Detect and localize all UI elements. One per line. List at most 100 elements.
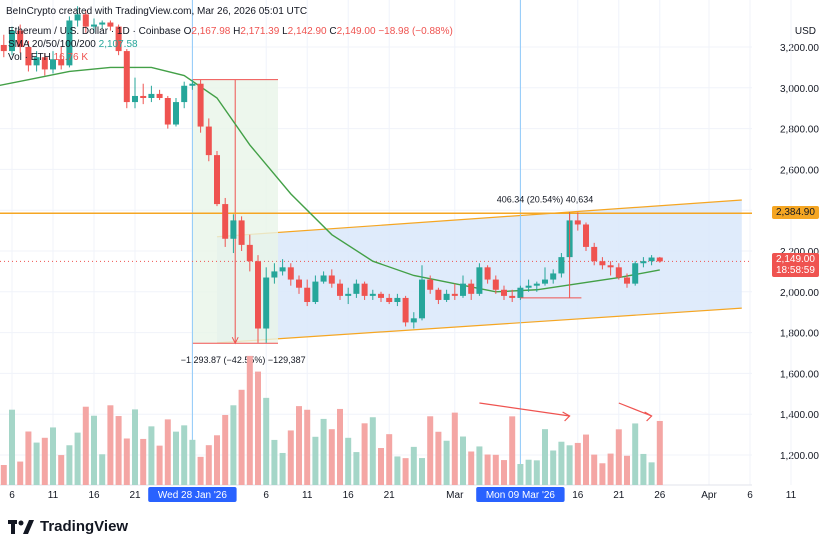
- x-tick-label: Mar: [446, 490, 464, 501]
- candle-body: [542, 279, 548, 284]
- volume-bar: [648, 462, 655, 485]
- volume-bar: [435, 431, 442, 485]
- candle-body: [222, 204, 229, 239]
- volume-bar: [492, 454, 499, 485]
- volume-bar: [181, 425, 188, 485]
- candle-body: [533, 283, 540, 286]
- volume-bar: [607, 453, 614, 485]
- volume-bar: [468, 451, 475, 485]
- candle-body: [296, 279, 302, 288]
- candle-body: [468, 283, 475, 294]
- tradingview-brand[interactable]: TradingView: [8, 518, 128, 535]
- candle-body: [615, 267, 622, 278]
- candle-body: [197, 83, 204, 127]
- volume-bar: [460, 436, 466, 485]
- sma-value: 2,107.58: [98, 39, 138, 50]
- candle-body: [74, 14, 81, 21]
- volume-bar: [197, 456, 204, 485]
- candle-body: [287, 267, 294, 280]
- currency-label: USD: [794, 26, 816, 37]
- x-tick-label: 11: [786, 490, 797, 501]
- candle-body: [378, 293, 384, 298]
- candle-body: [460, 283, 466, 296]
- candle-body: [501, 289, 507, 296]
- candle-body: [353, 283, 360, 294]
- volume-bar: [361, 423, 368, 485]
- channel-lower-line: [216, 307, 742, 344]
- x-tick-label: 16: [572, 490, 584, 501]
- y-tick-label: 3,200.00: [780, 43, 819, 54]
- volume-bar: [255, 371, 261, 485]
- x-tick-label: 11: [302, 490, 313, 501]
- candle-body: [427, 279, 434, 290]
- candle-body: [99, 22, 106, 25]
- candle-body: [82, 14, 89, 27]
- ohlc-high-label: H: [233, 26, 241, 37]
- ohlc-low: 2,142.90: [287, 26, 327, 37]
- y-tick-label: 1,200.00: [780, 451, 819, 462]
- measure-down-arrowhead: [231, 336, 239, 345]
- x-tick-label: Apr: [701, 490, 717, 501]
- candle-body: [148, 93, 155, 98]
- ohlc-high: 2,171.39: [240, 26, 280, 37]
- volume-bar: [378, 448, 384, 485]
- candle-body: [17, 30, 24, 47]
- volume-bar: [320, 418, 327, 485]
- y-tick-label: 1,800.00: [780, 329, 819, 340]
- volume-legend[interactable]: Vol · ETH 16.76 K: [8, 52, 88, 63]
- candle-body: [394, 297, 401, 302]
- tradingview-logo-icon: [8, 519, 34, 534]
- symbol-name[interactable]: Ethereum / U.S. Dollar · 1D · Coinbase: [8, 26, 181, 37]
- volume-arrow: [479, 402, 570, 417]
- volume-bar: [99, 454, 106, 485]
- candle-body: [337, 283, 343, 296]
- volume-bar: [9, 409, 15, 485]
- volume-bar: [656, 420, 663, 485]
- volume-bar: [353, 452, 360, 485]
- volume-bar: [591, 454, 598, 485]
- volume-bar: [66, 445, 73, 485]
- volume-bar: [558, 441, 565, 485]
- candle-body: [410, 318, 417, 323]
- candle-body: [238, 220, 245, 245]
- volume-bar: [33, 442, 40, 485]
- candle-body: [624, 277, 630, 284]
- candle-body: [189, 83, 196, 86]
- x-tick-label: 6: [747, 490, 753, 501]
- candle-body: [599, 261, 606, 266]
- ohlc-open-label: O: [183, 26, 192, 37]
- volume-bar: [132, 409, 138, 485]
- volume-bar: [394, 456, 401, 485]
- x-tick-label: Mon 09 Mar '26: [486, 490, 556, 501]
- volume-bar: [517, 463, 524, 485]
- sma-legend[interactable]: SMA 20/50/100/200 2,107.58: [8, 39, 138, 50]
- ohlc-close-label: C: [329, 26, 337, 37]
- volume-bar: [509, 416, 516, 485]
- y-tick-label: 1,600.00: [780, 369, 819, 380]
- candle-body: [173, 102, 179, 125]
- y-tick-label: 2,800.00: [780, 125, 819, 136]
- candle-body: [0, 44, 7, 52]
- candle-body: [132, 95, 138, 103]
- volume-bar: [410, 446, 417, 485]
- last-price-tag: 2,149.00 18:58:59: [772, 253, 819, 278]
- y-tick-label: 1,400.00: [780, 410, 819, 421]
- volume-bar: [533, 460, 540, 485]
- candle-body: [558, 257, 565, 274]
- volume-bar: [148, 426, 155, 485]
- date-highlight-tag: [148, 487, 237, 502]
- y-tick-label: 2,000.00: [780, 288, 819, 299]
- candle-body: [320, 275, 327, 282]
- candle-body: [591, 246, 598, 262]
- volume-bar: [419, 458, 425, 485]
- brand-name: TradingView: [40, 518, 129, 535]
- candle-body: [648, 257, 655, 262]
- volume-bar: [41, 437, 48, 485]
- volume-bar: [599, 463, 606, 485]
- candle-body: [435, 289, 442, 300]
- volume-bar: [369, 417, 376, 485]
- ohlc-change: −18.98 (−0.88%): [378, 26, 453, 37]
- candle-body: [517, 287, 524, 298]
- candle-body: [361, 283, 368, 296]
